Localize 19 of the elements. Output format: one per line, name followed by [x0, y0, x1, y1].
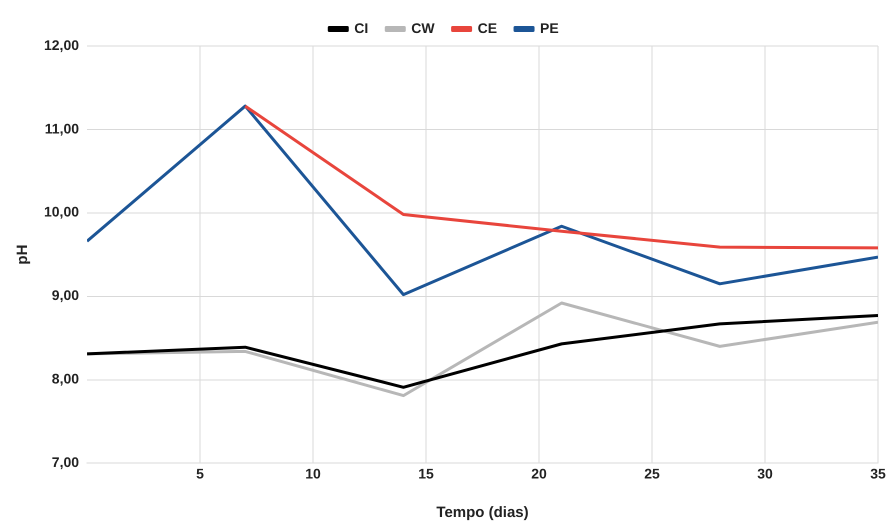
x-tick-label: 15 — [418, 465, 434, 482]
y-tick-label: 7,00 — [52, 454, 80, 470]
legend-label: CE — [478, 20, 498, 36]
legend-label: CI — [354, 20, 368, 36]
y-tick-label: 8,00 — [52, 370, 80, 387]
y-tick-label: 9,00 — [52, 287, 80, 304]
y-tick-label: 12,00 — [44, 36, 80, 53]
legend-label: CW — [411, 20, 436, 36]
x-tick-label: 30 — [757, 465, 773, 482]
y-axis-title: pH — [14, 244, 32, 265]
legend-label: PE — [540, 20, 559, 36]
x-tick-label: 20 — [531, 465, 548, 482]
x-axis-title: Tempo (dias) — [436, 504, 529, 522]
x-tick-label: 5 — [196, 465, 204, 482]
x-tick-label: 10 — [305, 465, 322, 482]
y-tick-label: 11,00 — [44, 120, 80, 136]
x-tick-label: 25 — [644, 465, 660, 482]
x-tick-label: 35 — [870, 465, 886, 482]
y-tick-label: 10,00 — [44, 204, 80, 220]
